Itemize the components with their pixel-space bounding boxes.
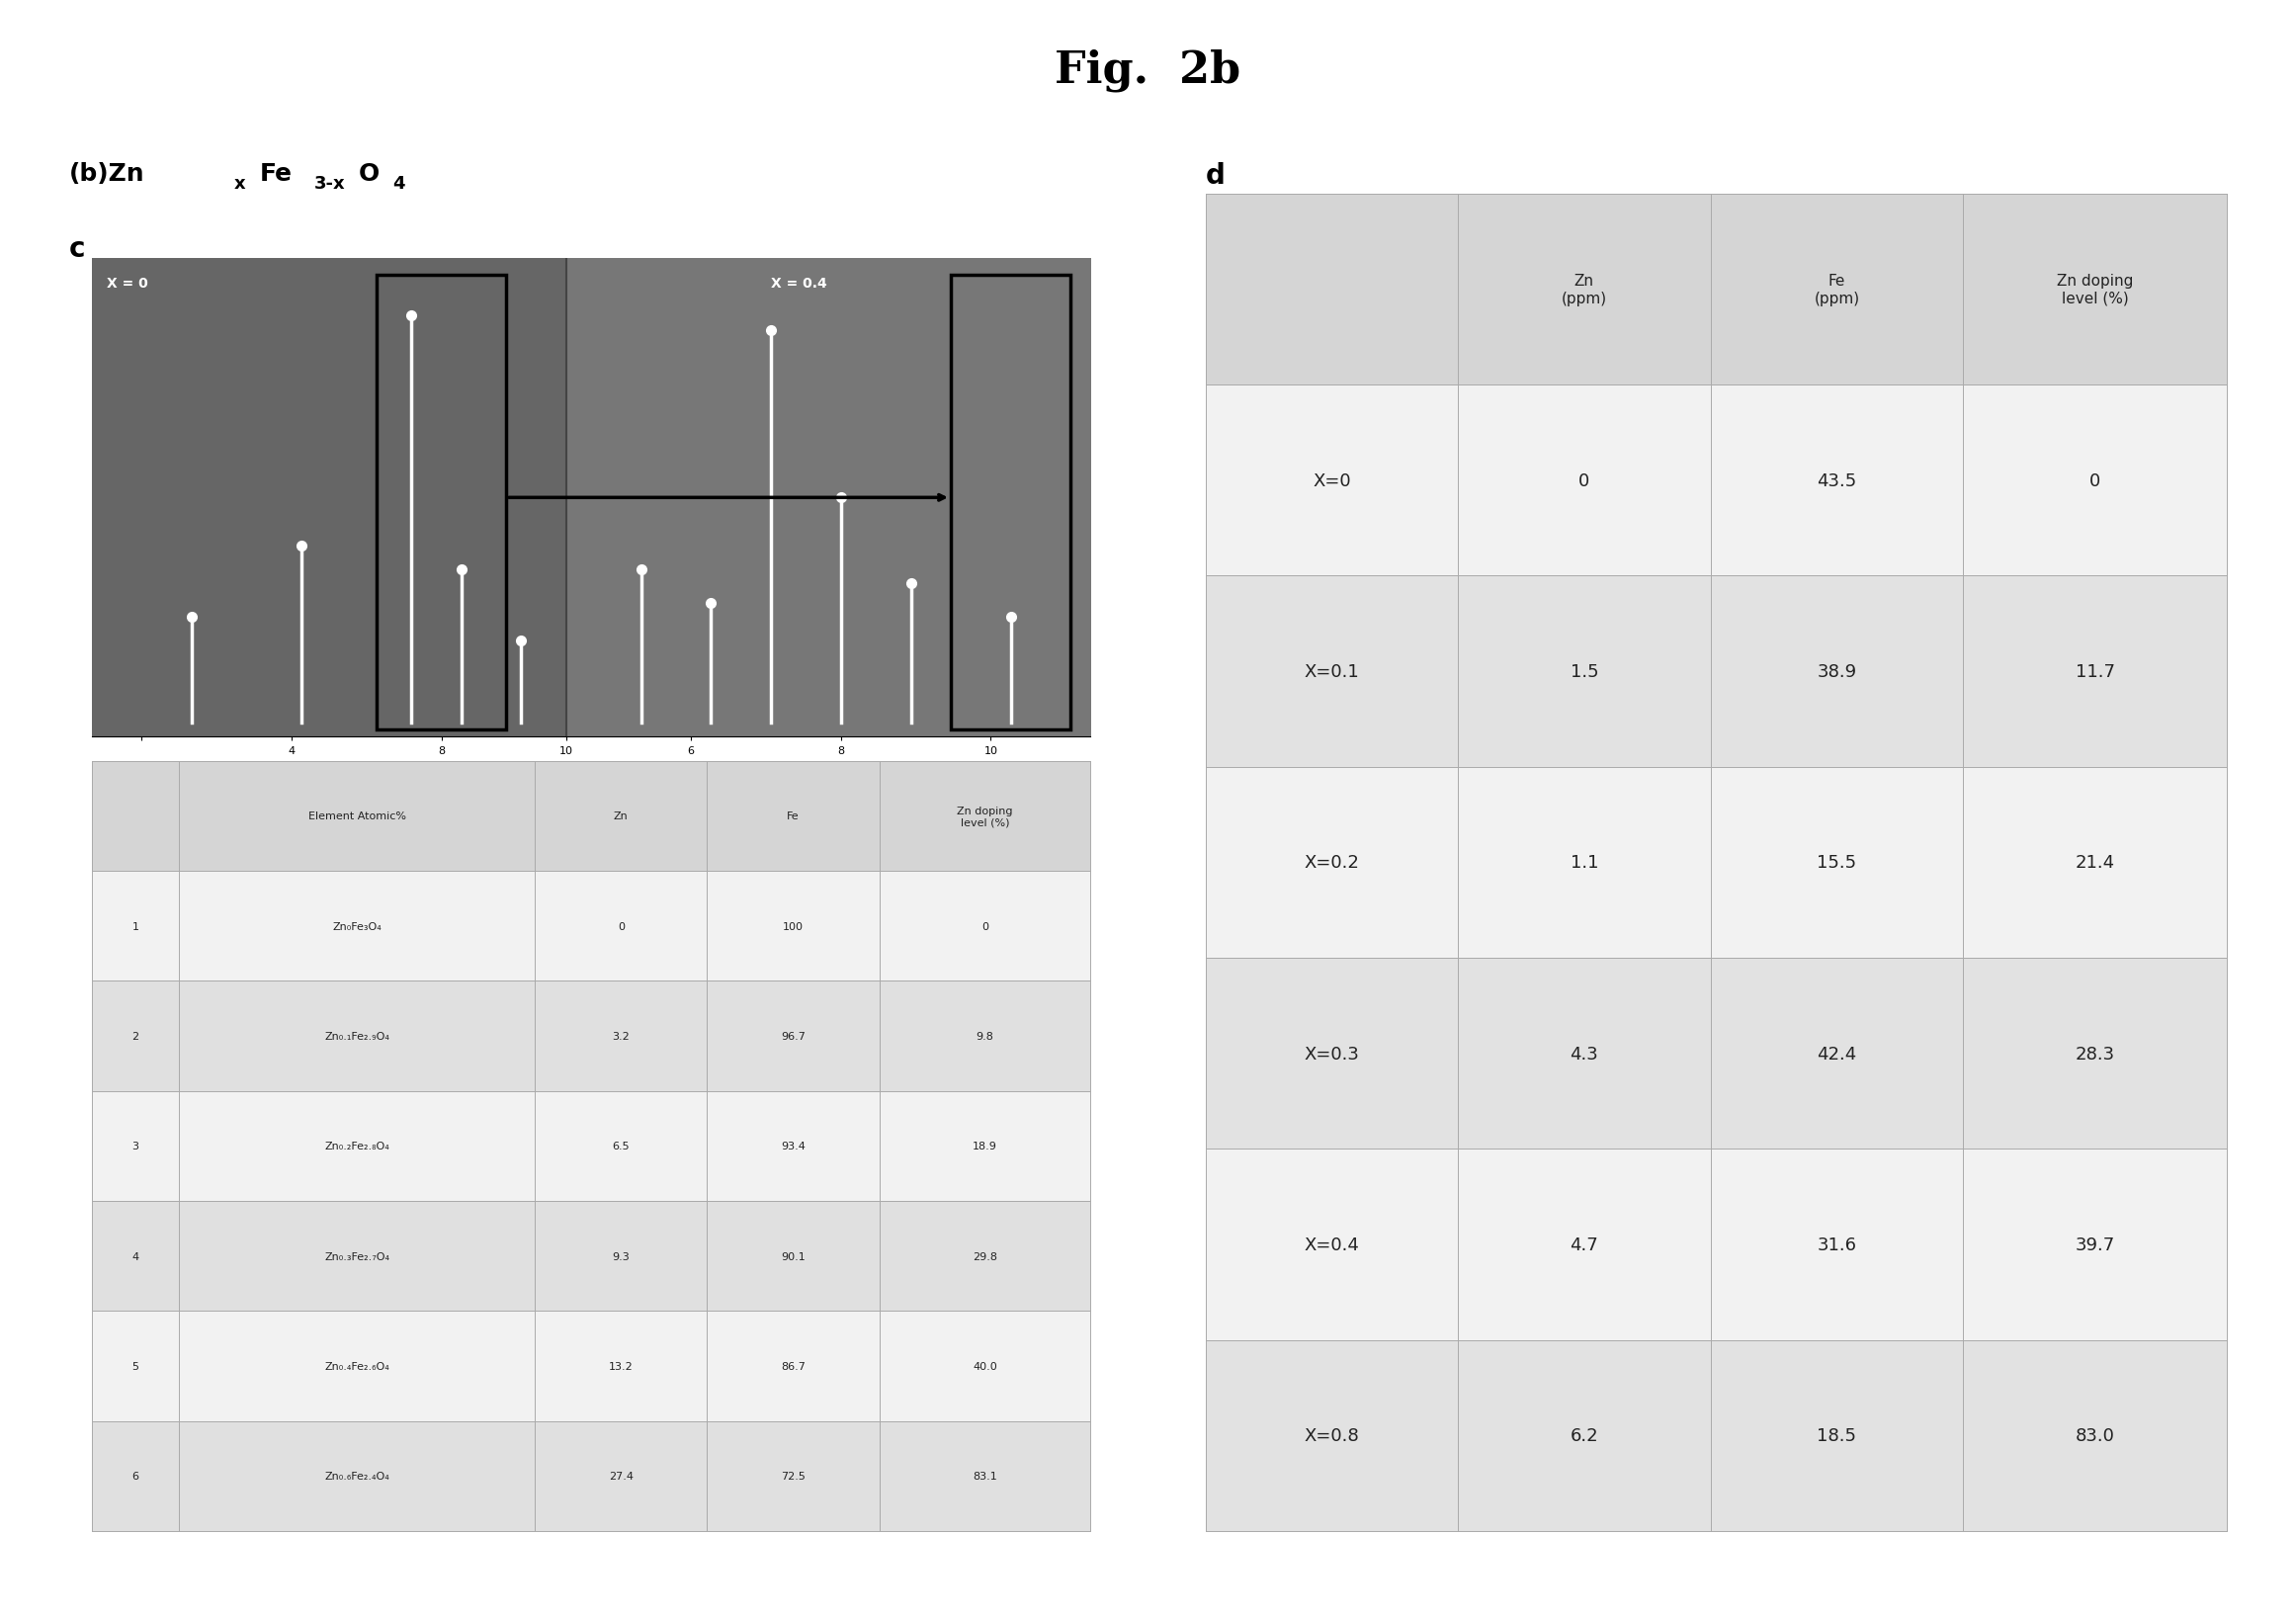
Text: 9.3: 9.3 [613,1251,629,1260]
Text: 0: 0 [980,922,990,931]
Text: X=0: X=0 [1313,471,1350,489]
Text: 86.7: 86.7 [781,1361,806,1371]
Text: 83.1: 83.1 [974,1471,996,1481]
Text: Zn₀.₂Fe₂.₈O₄: Zn₀.₂Fe₂.₈O₄ [324,1140,390,1152]
Text: Zn doping
level (%): Zn doping level (%) [957,805,1013,828]
Text: 3-x: 3-x [315,175,347,193]
Text: 28.3: 28.3 [2076,1045,2115,1063]
Text: X = 0: X = 0 [108,277,147,292]
Text: Fe: Fe [259,162,292,186]
Text: X = 0.4: X = 0.4 [771,277,827,292]
Text: 96.7: 96.7 [781,1032,806,1042]
Text: 72.5: 72.5 [781,1471,806,1481]
Text: Fig.  2b: Fig. 2b [1056,49,1240,92]
Text: 5: 5 [131,1361,140,1371]
Text: 100: 100 [783,922,804,931]
Text: Zn₀.₁Fe₂.₉O₄: Zn₀.₁Fe₂.₉O₄ [324,1032,390,1042]
Text: 1.5: 1.5 [1570,663,1598,680]
Text: (b)Zn: (b)Zn [69,162,145,186]
Text: 27.4: 27.4 [608,1471,634,1481]
Text: 0: 0 [1580,471,1589,489]
Text: 9.8: 9.8 [976,1032,994,1042]
Text: 42.4: 42.4 [1816,1045,1857,1063]
Text: X=0.1: X=0.1 [1304,663,1359,680]
Text: Element Atomic%: Element Atomic% [308,812,406,821]
Text: 1: 1 [131,922,140,931]
Text: Zn₀.₄Fe₂.₆O₄: Zn₀.₄Fe₂.₆O₄ [324,1361,390,1371]
Text: 15.5: 15.5 [1816,854,1857,872]
Text: 90.1: 90.1 [781,1251,806,1260]
Text: 18.9: 18.9 [974,1140,996,1152]
Text: 6.2: 6.2 [1570,1427,1598,1445]
Text: 4.7: 4.7 [1570,1236,1598,1254]
Text: c: c [69,235,85,262]
Text: X=0.2: X=0.2 [1304,854,1359,872]
Text: Fe
(ppm): Fe (ppm) [1814,274,1860,306]
Text: 3: 3 [131,1140,140,1152]
Text: 1.1: 1.1 [1570,854,1598,872]
Text: 4: 4 [393,175,404,193]
Text: Zn
(ppm): Zn (ppm) [1561,274,1607,306]
Text: 29.8: 29.8 [974,1251,996,1260]
Text: 4.3: 4.3 [1570,1045,1598,1063]
Bar [951,275,1070,731]
Text: d: d [1205,162,1226,190]
Text: 83.0: 83.0 [2076,1427,2115,1445]
Text: 2: 2 [131,1032,140,1042]
Text: O: O [358,162,379,186]
Text: 0: 0 [2089,471,2101,489]
Text: 40.0: 40.0 [974,1361,996,1371]
Text: 31.6: 31.6 [1816,1236,1857,1254]
Text: Zn doping
level (%): Zn doping level (%) [2057,274,2133,306]
Text: X=0.8: X=0.8 [1304,1427,1359,1445]
Text: 93.4: 93.4 [781,1140,806,1152]
Text: Fe: Fe [788,812,799,821]
Text: 38.9: 38.9 [1816,663,1857,680]
Text: X=0.3: X=0.3 [1304,1045,1359,1063]
Text: 3.2: 3.2 [613,1032,629,1042]
Text: 4: 4 [131,1251,140,1260]
Text: Zn₀.₆Fe₂.₄O₄: Zn₀.₆Fe₂.₄O₄ [324,1471,390,1481]
Text: 0: 0 [618,922,625,931]
Text: 13.2: 13.2 [608,1361,634,1371]
Text: 39.7: 39.7 [2076,1236,2115,1254]
Text: Zn₀.₃Fe₂.₇O₄: Zn₀.₃Fe₂.₇O₄ [324,1251,390,1260]
Text: 18.5: 18.5 [1816,1427,1857,1445]
Text: 6.5: 6.5 [613,1140,629,1152]
Bar [377,275,507,731]
Text: 43.5: 43.5 [1816,471,1857,489]
Text: x: x [234,175,246,193]
Text: 11.7: 11.7 [2076,663,2115,680]
Text: 21.4: 21.4 [2076,854,2115,872]
Text: Zn: Zn [613,812,629,821]
Text: Zn₀Fe₃O₄: Zn₀Fe₃O₄ [333,922,381,931]
Text: X=0.4: X=0.4 [1304,1236,1359,1254]
Text: 6: 6 [131,1471,140,1481]
